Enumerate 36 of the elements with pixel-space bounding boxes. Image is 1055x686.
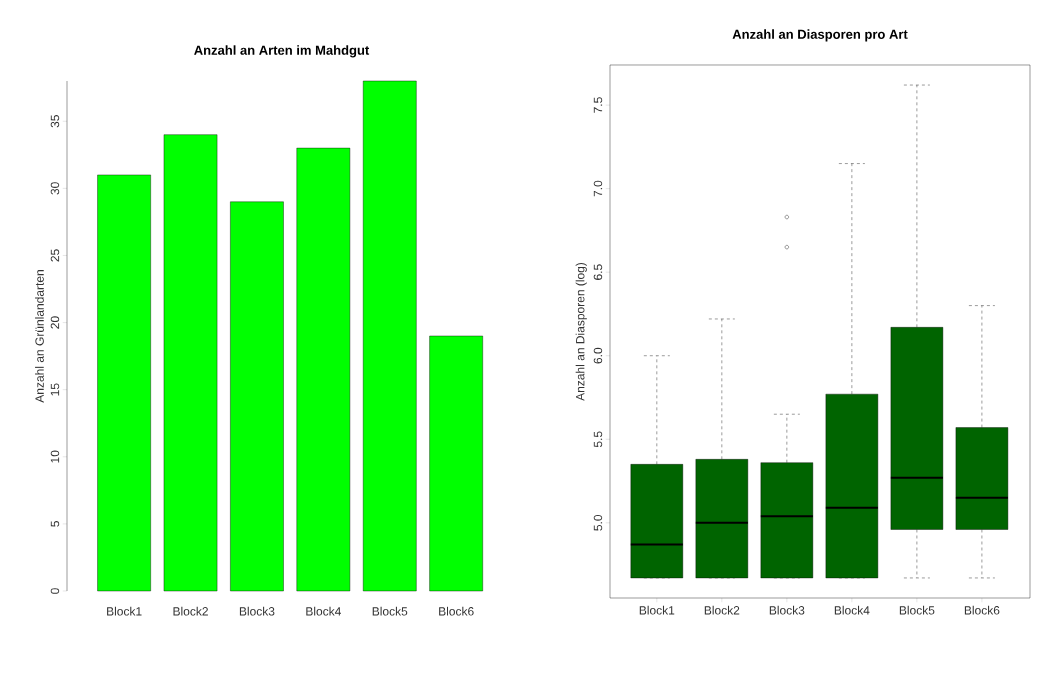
y-tick-label: 30 (50, 182, 60, 195)
y-tick-label: 7.0 (593, 180, 603, 197)
x-tick-label: Block2 (173, 606, 208, 616)
y-tick-label: 10 (50, 450, 60, 463)
x-tick-label: Block3 (239, 606, 275, 616)
x-tick-label: Block6 (439, 606, 474, 616)
x-tick-label: Block6 (964, 605, 1000, 615)
bar (230, 201, 284, 592)
y-axis-title: Anzahl an Grünlandarten (35, 270, 44, 403)
x-tick-label: Block4 (306, 606, 341, 616)
chart-title: Anzahl an Diasporen pro Art (732, 29, 908, 42)
chart-title: Anzahl an Arten im Mahdgut (194, 45, 370, 58)
y-tick-label: 5.5 (593, 431, 603, 448)
x-tick-label: Block5 (899, 605, 935, 615)
y-tick-label: 0 (50, 588, 60, 594)
y-tick-label: 5 (50, 521, 60, 527)
y-tick-label: 5.0 (593, 514, 603, 531)
y-tick-label: 20 (50, 316, 60, 329)
y-tick-label: 15 (50, 383, 60, 396)
y-tick-label: 35 (50, 115, 60, 128)
x-tick-label: Block1 (107, 606, 142, 616)
y-tick-label: 7.5 (593, 97, 603, 113)
y-tick-label: 25 (50, 249, 60, 262)
y-axis-title: Anzahl an Diasporen (log) (575, 262, 587, 401)
bar (97, 174, 151, 592)
y-tick-label: 6.5 (593, 264, 603, 280)
bar (362, 80, 417, 592)
y-tick-label: 6.0 (593, 347, 603, 364)
bar (296, 147, 351, 592)
x-tick-label: Block5 (372, 606, 408, 616)
bar (163, 134, 218, 592)
x-tick-label: Block2 (704, 605, 740, 615)
x-tick-label: Block3 (769, 605, 805, 615)
bar (429, 335, 483, 592)
x-tick-label: Block4 (834, 605, 870, 615)
x-tick-label: Block1 (639, 605, 675, 615)
